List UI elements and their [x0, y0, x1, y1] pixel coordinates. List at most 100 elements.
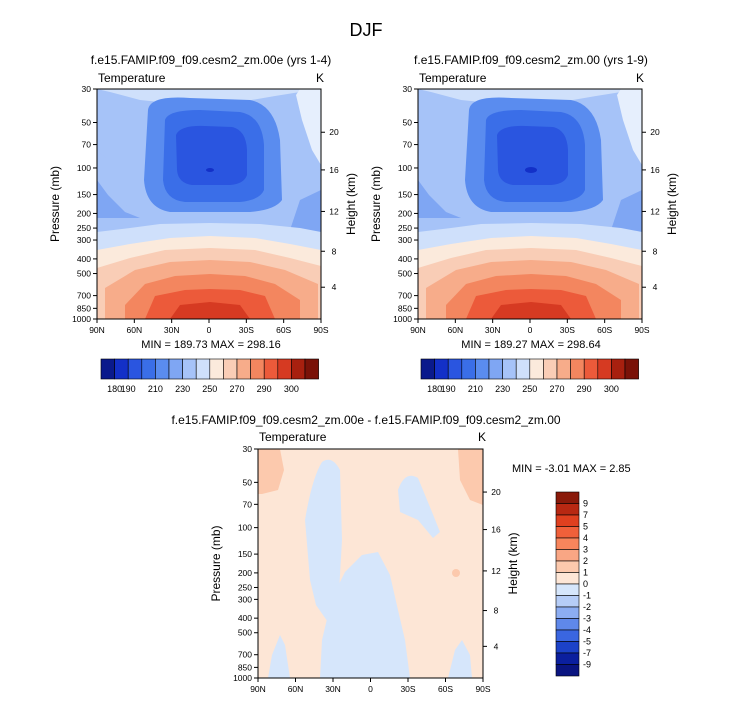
lat-tick-label: 90N: [410, 325, 426, 335]
height-tick-label: 16: [650, 165, 660, 175]
height-tick-label: 16: [329, 165, 339, 175]
colorbar-diff-swatch: [555, 491, 580, 504]
pressure-tick-label: 500: [238, 628, 252, 638]
colorbar-1-swatch: [127, 358, 143, 380]
panel-1-ylabel: Pressure (mb): [48, 166, 62, 242]
lat-tick-label: 90S: [313, 325, 328, 335]
pressure-tick-label: 300: [238, 594, 252, 604]
panel-1-stats: MIN = 189.73 MAX = 298.16: [141, 339, 280, 351]
lat-tick-label: 30S: [560, 325, 575, 335]
pressure-tick-label: 100: [398, 163, 412, 173]
pressure-tick-label: 850: [238, 662, 252, 672]
lat-tick-label: 90N: [250, 684, 266, 694]
pressure-tick-label: 70: [82, 140, 92, 150]
colorbar-2-swatch: [597, 358, 612, 380]
lat-tick-label: 0: [528, 325, 533, 335]
colorbar-1-swatch: [155, 358, 170, 380]
pressure-tick-label: 1000: [72, 314, 91, 324]
pressure-tick-label: 250: [77, 223, 91, 233]
axes-layer: 3050701001502002503004005007008501000481…: [48, 84, 679, 694]
panel-2-units-label: K: [636, 71, 644, 85]
colorbar-2-swatch: [461, 358, 476, 380]
colorbar-diff-label: -5: [583, 637, 591, 647]
pressure-tick-label: 500: [77, 269, 91, 279]
pressure-tick-label: 70: [403, 140, 413, 150]
pressure-tick-label: 300: [398, 235, 412, 245]
pressure-tick-label: 700: [238, 650, 252, 660]
colorbar-diff-swatch: [555, 572, 580, 585]
colorbar-diff-label: -1: [583, 591, 591, 601]
colorbar-diff-label: -4: [583, 625, 591, 635]
lat-tick-label: 90S: [475, 684, 490, 694]
panel-1-ylabel-right: Height (km): [344, 173, 358, 235]
lat-tick-label: 30N: [164, 325, 180, 335]
colorbar-2-swatch: [543, 358, 558, 380]
pressure-tick-label: 150: [77, 190, 91, 200]
colorbar-1-swatch: [114, 358, 129, 380]
colorbar-diff-label: 2: [583, 556, 588, 566]
colorbar-diff-label: -9: [583, 660, 591, 670]
pressure-tick-label: 150: [238, 549, 252, 559]
colorbar-diff-swatch: [555, 514, 580, 527]
colorbar-diff-swatch: [555, 537, 580, 550]
lat-tick-label: 30N: [325, 684, 341, 694]
pressure-tick-label: 100: [238, 523, 252, 533]
height-tick-label: 4: [653, 282, 658, 292]
colorbar-2-swatch: [475, 358, 490, 380]
panel-1-plot: [96, 88, 322, 320]
colorbar-2-swatch: [488, 358, 503, 380]
panel-2-stats: MIN = 189.27 MAX = 298.64: [461, 339, 600, 351]
panel-2-ylabel: Pressure (mb): [369, 166, 383, 242]
colorbar-2-swatch: [502, 358, 517, 380]
height-tick-label: 12: [491, 566, 501, 576]
pressure-tick-label: 200: [77, 208, 91, 218]
panel-3-stats: MIN = -3.01 MAX = 2.85: [512, 463, 631, 475]
colorbar-1-swatch: [100, 358, 115, 380]
panel-3-field-label: Temperature: [259, 430, 327, 444]
pressure-tick-label: 50: [243, 477, 253, 487]
pressure-tick-label: 30: [403, 84, 413, 94]
pressure-tick-label: 50: [82, 118, 92, 128]
colorbar-1-label: 270: [229, 384, 244, 394]
colorbar-2-swatch: [570, 358, 585, 380]
height-tick-label: 12: [650, 206, 660, 216]
lat-tick-label: 0: [207, 325, 212, 335]
colorbar-diff-swatch: [555, 652, 580, 665]
panel-3-ylabel: Pressure (mb): [209, 525, 223, 601]
colorbar-diff-label: -2: [583, 602, 591, 612]
panel-2-plot: [417, 88, 643, 320]
panel-2: f.e15.FAMIP.f09_f09.cesm2_zm.00 (yrs 1-9…: [414, 53, 648, 320]
colorbar-diff-label: -7: [583, 648, 591, 658]
lat-tick-label: 60N: [288, 684, 304, 694]
pressure-tick-label: 400: [238, 613, 252, 623]
colorbar-1-label: 300: [284, 384, 299, 394]
colorbar-1-swatch: [304, 358, 319, 380]
lat-tick-label: 60S: [276, 325, 291, 335]
colorbar-diff-swatch: [555, 503, 580, 516]
pressure-tick-label: 1000: [233, 673, 252, 683]
height-tick-label: 8: [332, 246, 337, 256]
pressure-tick-label: 400: [77, 254, 91, 264]
pressure-tick-label: 150: [398, 190, 412, 200]
colorbar-1-swatch: [182, 358, 197, 380]
lat-tick-label: 60S: [438, 684, 453, 694]
panel-3-plot: [257, 448, 484, 679]
pressure-tick-label: 200: [398, 208, 412, 218]
pressure-tick-label: 850: [398, 303, 412, 313]
height-tick-label: 20: [491, 487, 501, 497]
pressure-tick-label: 30: [82, 84, 92, 94]
colorbar-1-label: 250: [202, 384, 217, 394]
colorbar-2-label: 300: [604, 384, 619, 394]
lat-tick-label: 90N: [89, 325, 105, 335]
lat-tick-label: 60S: [597, 325, 612, 335]
height-tick-label: 8: [653, 246, 658, 256]
colorbar-diff-swatch: [555, 583, 580, 596]
panel-2-ylabel-right: Height (km): [665, 173, 679, 235]
colorbar-diff-swatch: [555, 606, 580, 619]
pressure-tick-label: 30: [243, 444, 253, 454]
panel-2-field-label: Temperature: [419, 71, 487, 85]
colorbar-1-label: 210: [148, 384, 163, 394]
colorbar-2-swatch: [611, 358, 626, 380]
colorbar-diff-swatch: [555, 595, 580, 608]
pressure-tick-label: 850: [77, 303, 91, 313]
